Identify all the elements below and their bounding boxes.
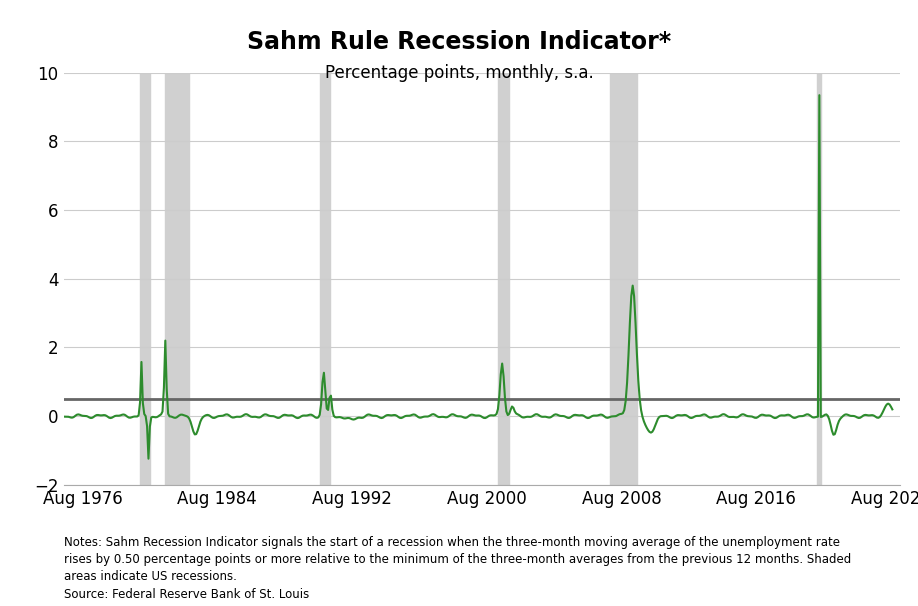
Bar	[817, 73, 821, 485]
Text: Percentage points, monthly, s.a.: Percentage points, monthly, s.a.	[325, 64, 593, 82]
Bar	[498, 73, 509, 485]
Text: Notes: Sahm Recession Indicator signals the start of a recession when the three-: Notes: Sahm Recession Indicator signals …	[64, 536, 852, 584]
Bar	[610, 73, 637, 485]
Bar	[319, 73, 330, 485]
Text: Sahm Rule Recession Indicator*: Sahm Rule Recession Indicator*	[247, 30, 671, 55]
Text: Source: Federal Reserve Bank of St. Louis: Source: Federal Reserve Bank of St. Loui…	[64, 588, 309, 601]
Bar	[140, 73, 150, 485]
Bar	[165, 73, 189, 485]
